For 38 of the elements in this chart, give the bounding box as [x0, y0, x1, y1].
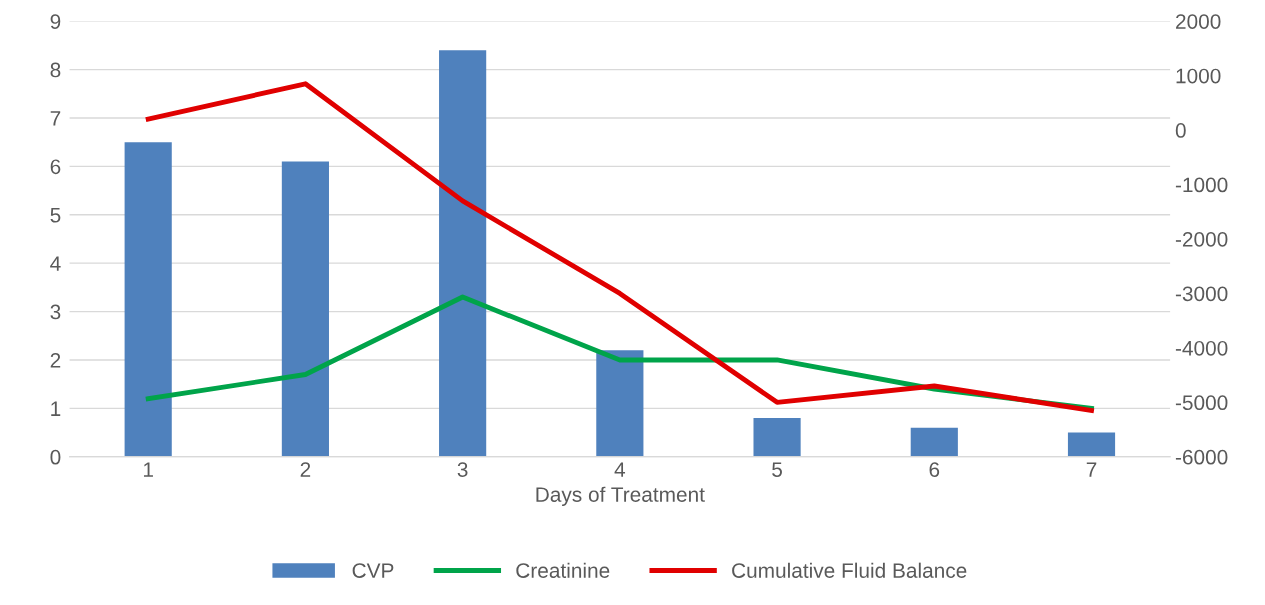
x-tick-label: 4: [614, 462, 626, 477]
y-tick-label: 3: [50, 304, 61, 320]
y2-tick-label: -1000: [1175, 177, 1228, 193]
y-tick-label: 9: [50, 14, 61, 29]
x-tick-label: 1: [143, 462, 153, 477]
y2-tick-label: -6000: [1175, 449, 1228, 465]
y-tick-label: 4: [50, 256, 61, 271]
y2-tick-label: -5000: [1175, 395, 1228, 411]
bar: [596, 350, 644, 457]
bar: [124, 142, 172, 457]
legend-label: CVP: [352, 563, 394, 578]
y2-tick-label: -2000: [1175, 231, 1228, 247]
line-series: [145, 81, 1094, 413]
y2-tick-label: 2000: [1176, 14, 1221, 29]
x-tick-label: 5: [772, 462, 782, 477]
y-tick-label: 1: [51, 401, 61, 416]
y-tick-label: 8: [50, 62, 61, 78]
y-tick-label: 5: [50, 207, 61, 223]
y2-tick-label: 1000: [1176, 68, 1221, 84]
y-tick-label: 2: [50, 352, 61, 368]
bar: [753, 418, 801, 457]
y2-tick-label: 0: [1175, 123, 1186, 138]
x-tick-label: 3: [457, 462, 468, 477]
bar: [1067, 432, 1116, 457]
y-tick-label: 0: [50, 449, 61, 465]
x-tick-label: 2: [300, 462, 311, 477]
legend-label: Creatinine: [516, 562, 610, 578]
x-tick-label: 7: [1086, 462, 1097, 477]
y2-tick-label: -3000: [1175, 286, 1228, 302]
x-tick-label: 6: [929, 462, 940, 477]
bar: [281, 161, 329, 457]
bar: [910, 427, 958, 457]
legend-label: Cumulative Fluid Balance: [732, 562, 967, 578]
y2-tick-label: -4000: [1175, 340, 1228, 356]
x-axis-title: Days of Treatment: [536, 486, 705, 507]
bar: [439, 50, 487, 457]
y-tick-label: 6: [50, 159, 61, 175]
y-tick-label: 7: [50, 111, 61, 126]
